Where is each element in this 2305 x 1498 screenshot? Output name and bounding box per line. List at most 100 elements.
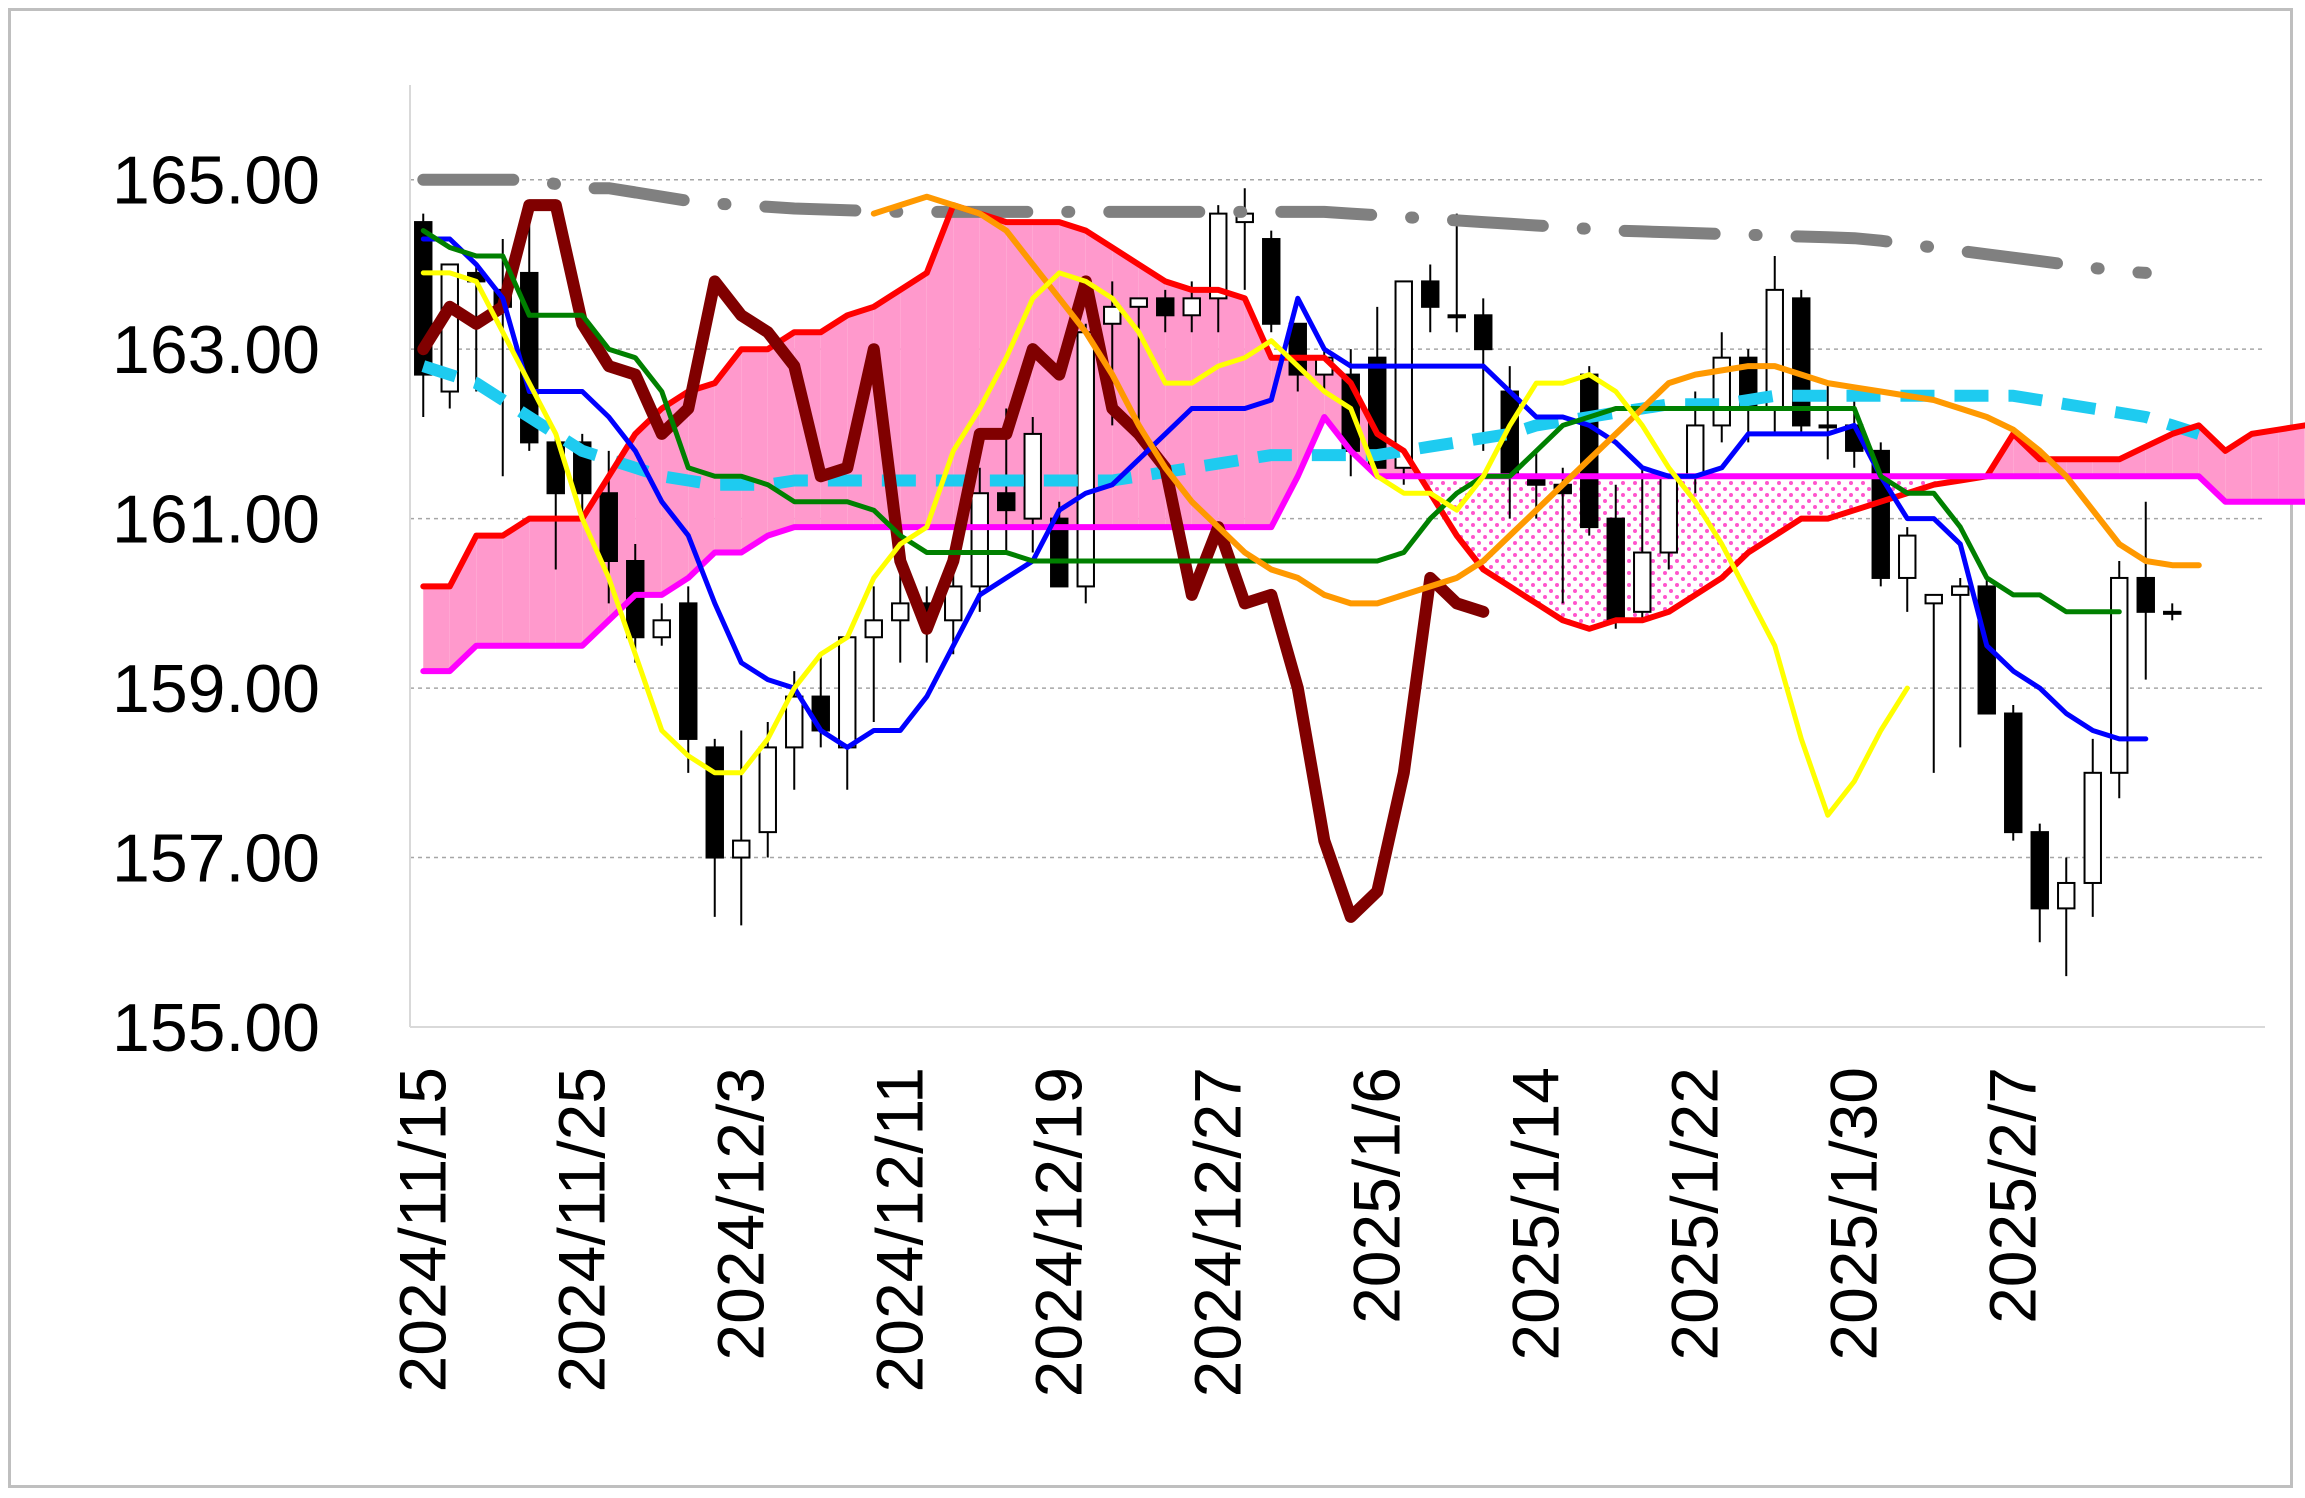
kumo-segment — [714, 349, 742, 553]
kumo-segment — [688, 383, 715, 578]
candle-body — [2057, 881, 2076, 910]
x-tick-label: 2025/2/7 — [1975, 1067, 2049, 1324]
y-tick-label: 157.00 — [112, 821, 320, 897]
candle-body — [2110, 576, 2129, 774]
x-tick-label: 2024/12/3 — [703, 1067, 777, 1361]
x-tick-label: 2024/11/15 — [385, 1067, 459, 1392]
kumo-segment — [2013, 433, 2040, 477]
y-tick-label: 165.00 — [112, 143, 320, 219]
kumo-segment — [1536, 476, 1563, 621]
candle-body — [970, 492, 989, 588]
x-tick-label: 2024/12/27 — [1180, 1067, 1254, 1397]
kumo-segment — [2066, 459, 2093, 477]
y-tick-label: 163.00 — [112, 312, 320, 388]
candle-body — [2083, 771, 2102, 884]
candle-body — [2004, 712, 2023, 834]
candle-body — [1474, 314, 1493, 351]
kumo-segment — [635, 408, 662, 595]
candle-body — [838, 636, 857, 749]
x-tick-label: 2024/12/11 — [862, 1067, 936, 1392]
kumo-segment — [2251, 429, 2279, 502]
candle-body — [997, 492, 1016, 512]
x-tick-label: 2024/12/19 — [1021, 1067, 1095, 1397]
candle-body — [2030, 831, 2049, 910]
kumo-segment — [979, 213, 1007, 528]
candle-body — [705, 746, 724, 859]
candle-body — [1447, 314, 1466, 319]
candle-body — [1023, 432, 1042, 520]
kumo-segment — [2092, 459, 2120, 477]
kumo-segment — [476, 535, 503, 646]
axes — [409, 85, 2265, 1028]
kumo-segment — [1748, 476, 1775, 553]
candle-body — [599, 492, 618, 562]
candle-body — [785, 695, 804, 749]
indicator-line-6 — [420, 228, 2122, 615]
candle-body — [1898, 534, 1917, 579]
indicator-line-2 — [420, 202, 2305, 632]
candle-body — [2136, 576, 2155, 613]
candle-body — [1129, 297, 1148, 308]
kumo-segment — [820, 315, 848, 528]
candle-body — [2163, 610, 2182, 615]
x-tick-label: 2024/11/25 — [544, 1067, 618, 1392]
candle-body — [652, 619, 671, 639]
indicator-line-4 — [417, 199, 1490, 923]
kumo-segment — [1827, 476, 1855, 519]
kumo-segment — [1695, 476, 1722, 595]
kumo-segment — [926, 205, 954, 528]
kumo-segment — [1483, 476, 1510, 587]
candle-body — [864, 619, 883, 639]
indicator-line-0 — [417, 173, 2152, 279]
y-tick-label: 159.00 — [112, 651, 320, 727]
candle-body — [1050, 517, 1069, 588]
candle-body — [1076, 331, 1095, 588]
kumo-segment — [2198, 425, 2226, 502]
kumo-segment — [555, 518, 583, 646]
indicator-lines — [417, 173, 2305, 923]
candle-body — [944, 585, 963, 622]
candle-body — [732, 839, 751, 859]
x-axis-ticks: 2024/11/15 2024/11/25 2024/12/3 2024/12/11 2… — [385, 1067, 2049, 1397]
y-axis-ticks: 165.00 163.00 161.00 159.00 157.00 155.00 — [112, 143, 320, 1066]
candle-body — [1156, 297, 1175, 317]
kumo-segment — [449, 535, 477, 672]
kumo-segment — [1801, 476, 1828, 519]
candle-body — [1262, 238, 1281, 325]
candle-body — [1421, 280, 1440, 308]
candle-body — [1209, 212, 1228, 300]
kumo-segment — [2119, 446, 2146, 477]
candle-body — [1633, 551, 1652, 613]
candle-body — [1951, 585, 1970, 596]
y-tick-label: 161.00 — [112, 482, 320, 558]
indicator-line-3 — [420, 414, 2305, 675]
chart-frame — [8, 8, 2293, 1488]
candle-body — [1977, 585, 1996, 715]
kumo-segment — [1509, 476, 1537, 604]
x-tick-label: 2025/1/6 — [1339, 1067, 1413, 1324]
candle-body — [891, 602, 910, 622]
indicator-line-5 — [420, 236, 2149, 750]
indicator-line-7 — [870, 193, 2202, 607]
candle-body — [1686, 424, 1705, 478]
kumo-segment — [2172, 425, 2199, 477]
candle-body — [1924, 593, 1943, 605]
kumo-segment — [741, 349, 768, 553]
candle-body — [758, 746, 777, 834]
candle-body — [1606, 517, 1625, 622]
kumo-segment — [502, 518, 530, 646]
x-tick-label: 2025/1/22 — [1657, 1067, 1731, 1361]
kumo-segment — [900, 272, 927, 528]
candle-body — [1103, 305, 1122, 325]
candle-body — [1818, 424, 1837, 429]
candle-bodies — [414, 212, 2182, 910]
y-tick-label: 155.00 — [112, 990, 320, 1066]
kumo-segment — [423, 586, 450, 672]
candle-body — [1659, 475, 1678, 554]
kumo-segment — [529, 518, 556, 646]
kumo-cloud — [423, 205, 2305, 672]
kumo-segment — [2225, 433, 2252, 502]
indicator-line-8 — [420, 270, 1910, 818]
x-tick-label: 2025/1/14 — [1498, 1067, 1572, 1361]
